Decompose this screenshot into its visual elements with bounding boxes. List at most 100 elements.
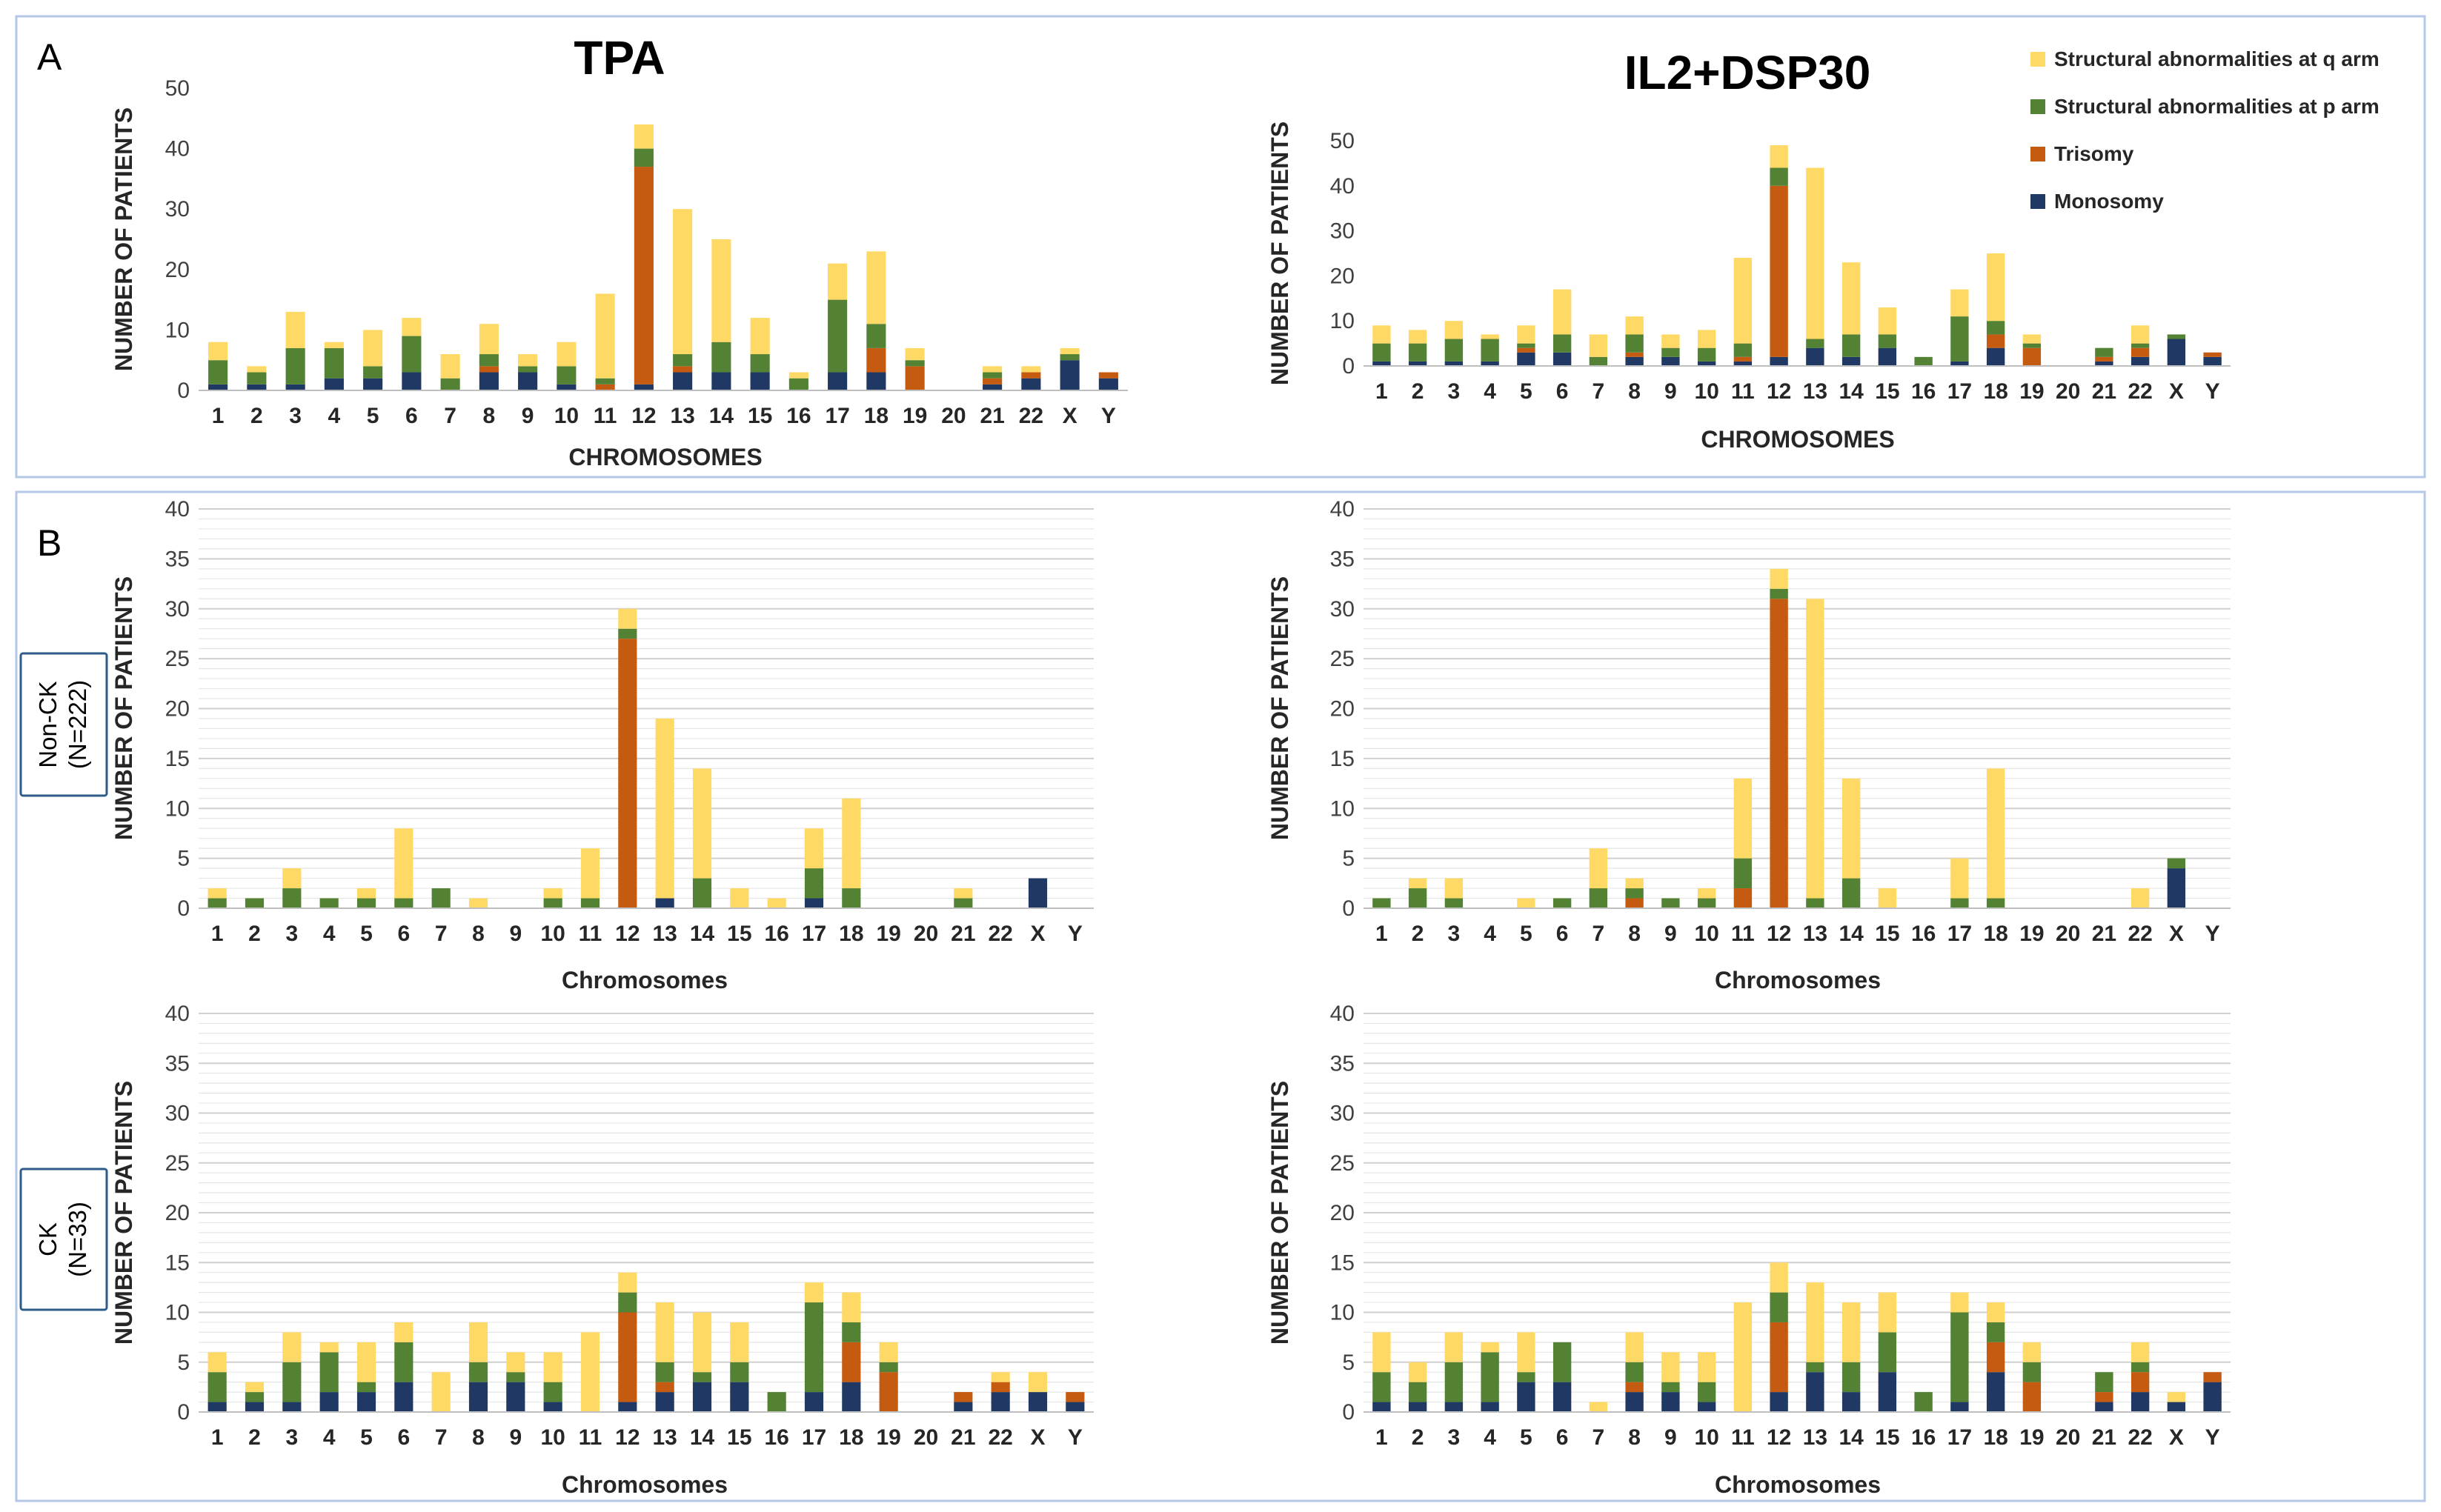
a-tpa-bar-structural-abnormalities-at-p-arm-x xyxy=(1060,354,1080,361)
b-tpa-nonck-x-tick-label: 11 xyxy=(579,922,602,946)
a-il2-y-tick-label: 50 xyxy=(1330,129,1355,153)
b-il2-nonck-bar-trisomy-8 xyxy=(1625,898,1644,908)
b-tpa-ck-bar-structural-abnormalities-at-p-arm-17 xyxy=(804,1302,824,1393)
a-tpa-bar-structural-abnormalities-at-q-arm-9 xyxy=(518,354,538,367)
a-il2-bar-structural-abnormalities-at-p-arm-3 xyxy=(1444,339,1464,362)
b-tpa-ck-bar-trisomy-13 xyxy=(655,1382,674,1393)
b-tpa-nonck-y-tick-label: 25 xyxy=(165,647,190,671)
b-il2-ck-bar-structural-abnormalities-at-q-arm-1 xyxy=(1372,1332,1391,1373)
a-tpa-bar-monosomy-8 xyxy=(479,372,499,390)
a-tpa-x-tick-label: 17 xyxy=(825,404,849,428)
b-il2-nonck-y-tick-label: 35 xyxy=(1330,547,1355,571)
b-il2-ck-bar-structural-abnormalities-at-p-arm-22 xyxy=(2131,1362,2150,1373)
a-il2-bar-structural-abnormalities-at-q-arm-9 xyxy=(1661,334,1680,348)
b-tpa-nonck-bar-structural-abnormalities-at-p-arm-6 xyxy=(394,898,414,908)
b-il2-ck-y-tick-label: 30 xyxy=(1330,1102,1355,1126)
b-il2-ck-x-tick-label: 10 xyxy=(1694,1425,1718,1450)
a-il2-bar-structural-abnormalities-at-p-arm-6 xyxy=(1552,334,1572,353)
a-il2-x-tick-label: 16 xyxy=(1911,379,1936,404)
a-il2-bar-monosomy-18 xyxy=(1986,347,2005,366)
legend-swatch-structural-abnormalities-at-p-arm xyxy=(2030,99,2045,114)
b-il2-ck-x-tick-label: 9 xyxy=(1664,1425,1677,1450)
b-il2-ck-bar-structural-abnormalities-at-p-arm-12 xyxy=(1770,1292,1788,1322)
a-il2-x-axis-title: CHROMOSOMES xyxy=(1701,426,1894,453)
a-il2-bar-monosomy-17 xyxy=(1950,361,1969,366)
b-il2-nonck-bar-structural-abnormalities-at-q-arm-3 xyxy=(1444,878,1464,899)
b-tpa-ck-x-tick-label: Y xyxy=(1068,1425,1083,1450)
b-tpa-ck-bar-monosomy-2 xyxy=(245,1402,265,1412)
b-il2-nonck-bar-structural-abnormalities-at-q-arm-12 xyxy=(1770,568,1788,589)
a-il2-bar-monosomy-5 xyxy=(1517,352,1535,366)
a-tpa-bar-structural-abnormalities-at-p-arm-7 xyxy=(440,378,460,390)
a-il2-y-axis-title: NUMBER OF PATIENTS xyxy=(1266,121,1293,385)
a-tpa-bar-trisomy-22 xyxy=(1021,372,1041,379)
a-il2-y-tick-label: 0 xyxy=(1342,354,1355,379)
a-il2-x-tick-label: X xyxy=(2169,379,2184,404)
b-tpa-ck-y-tick-label: 30 xyxy=(165,1102,190,1126)
b-tpa-nonck-bar-structural-abnormalities-at-q-arm-16 xyxy=(767,898,786,908)
b-tpa-nonck-y-tick-label: 40 xyxy=(165,497,190,522)
b-tpa-nonck-bar-structural-abnormalities-at-q-arm-10 xyxy=(543,888,562,899)
b-tpa-ck-bar-structural-abnormalities-at-p-arm-6 xyxy=(394,1342,414,1382)
a-tpa-bar-structural-abnormalities-at-q-arm-7 xyxy=(440,354,460,379)
b-il2-nonck-y-tick-label: 30 xyxy=(1330,597,1355,622)
a-tpa-bar-structural-abnormalities-at-p-arm-16 xyxy=(788,378,808,390)
a-il2-x-tick-label: 3 xyxy=(1448,379,1461,404)
a-tpa-bar-monosomy-22 xyxy=(1021,378,1041,390)
a-il2-bar-structural-abnormalities-at-q-arm-4 xyxy=(1481,334,1499,339)
b-il2-nonck-bar-structural-abnormalities-at-p-arm-2 xyxy=(1408,888,1427,908)
b-tpa-nonck-x-tick-label: 13 xyxy=(652,922,677,946)
b-tpa-ck-bar-monosomy-18 xyxy=(842,1382,861,1412)
a-tpa-bar-structural-abnormalities-at-p-arm-13 xyxy=(673,354,693,367)
a-il2-bar-structural-abnormalities-at-q-arm-22 xyxy=(2131,325,2150,344)
b-il2-ck-bar-trisomy-19 xyxy=(2022,1382,2042,1412)
a-il2-bar-monosomy-11 xyxy=(1733,361,1753,366)
b-tpa-ck-bar-structural-abnormalities-at-q-arm-x xyxy=(1028,1372,1048,1393)
b-tpa-ck-bar-structural-abnormalities-at-p-arm-5 xyxy=(356,1382,376,1393)
a-il2-y-tick-label: 30 xyxy=(1330,219,1355,244)
b-il2-ck-bar-monosomy-22 xyxy=(2131,1392,2150,1412)
b-tpa-ck-bar-structural-abnormalities-at-q-arm-19 xyxy=(879,1342,898,1362)
a-tpa-bar-trisomy-18 xyxy=(866,347,886,373)
a-il2-bar-monosomy-3 xyxy=(1444,361,1464,366)
b-tpa-ck-bar-structural-abnormalities-at-q-arm-13 xyxy=(655,1302,674,1362)
a-il2-bar-trisomy-22 xyxy=(2131,347,2150,357)
a-tpa-bar-monosomy-2 xyxy=(247,384,267,390)
b-il2-ck-bar-structural-abnormalities-at-q-arm-8 xyxy=(1625,1332,1644,1362)
a-tpa-bar-structural-abnormalities-at-q-arm-6 xyxy=(402,318,422,336)
b-il2-nonck-bar-structural-abnormalities-at-p-arm-8 xyxy=(1625,888,1644,899)
a-tpa-bar-structural-abnormalities-at-q-arm-17 xyxy=(828,263,848,300)
b-tpa-ck-y-tick-label: 35 xyxy=(165,1051,190,1076)
a-il2-x-tick-label: 19 xyxy=(2019,379,2044,404)
b-tpa-nonck-x-tick-label: 17 xyxy=(802,922,826,946)
b-tpa-ck-bar-structural-abnormalities-at-p-arm-1 xyxy=(207,1372,227,1402)
a-tpa-y-tick-label: 10 xyxy=(165,318,190,342)
b-il2-nonck-x-tick-label: 19 xyxy=(2019,922,2044,946)
b-tpa-ck-x-tick-label: 11 xyxy=(579,1425,602,1450)
a-tpa-bar-structural-abnormalities-at-p-arm-12 xyxy=(634,148,654,167)
a-il2-x-tick-label: 2 xyxy=(1412,379,1424,404)
b-tpa-ck-bar-structural-abnormalities-at-q-arm-12 xyxy=(618,1272,637,1293)
b-tpa-ck-x-tick-label: 1 xyxy=(211,1425,224,1450)
b-il2-nonck-bar-structural-abnormalities-at-p-arm-17 xyxy=(1950,898,1969,908)
a-tpa-bar-monosomy-3 xyxy=(285,384,305,390)
b-il2-nonck-x-tick-label: 2 xyxy=(1412,922,1424,946)
b-il2-nonck-bar-structural-abnormalities-at-p-arm-x xyxy=(2167,858,2186,869)
b-tpa-nonck-x-tick-label: 12 xyxy=(615,922,640,946)
a-il2-bar-structural-abnormalities-at-q-arm-14 xyxy=(1841,262,1861,335)
b-tpa-ck-bar-structural-abnormalities-at-p-arm-14 xyxy=(692,1372,712,1382)
a-tpa-bar-monosomy-4 xyxy=(324,378,344,390)
b-il2-ck-bar-structural-abnormalities-at-q-arm-11 xyxy=(1733,1302,1753,1412)
b-il2-nonck-x-tick-label: 14 xyxy=(1839,922,1864,946)
a-il2-x-tick-label: 6 xyxy=(1556,379,1569,404)
b-tpa-ck-y-axis-title: NUMBER OF PATIENTS xyxy=(110,1081,137,1345)
b-il2-ck-bar-structural-abnormalities-at-q-arm-12 xyxy=(1770,1262,1788,1293)
b-tpa-nonck-bar-structural-abnormalities-at-p-arm-10 xyxy=(543,898,562,908)
b-tpa-ck-bar-monosomy-10 xyxy=(543,1402,562,1412)
b-tpa-ck-bar-structural-abnormalities-at-q-arm-17 xyxy=(804,1282,824,1303)
a-il2-bar-structural-abnormalities-at-p-arm-19 xyxy=(2022,343,2042,348)
b-il2-ck-bar-monosomy-4 xyxy=(1481,1402,1499,1412)
b-il2-ck-x-tick-label: 20 xyxy=(2056,1425,2080,1450)
a-tpa-y-tick-label: 30 xyxy=(165,197,190,222)
